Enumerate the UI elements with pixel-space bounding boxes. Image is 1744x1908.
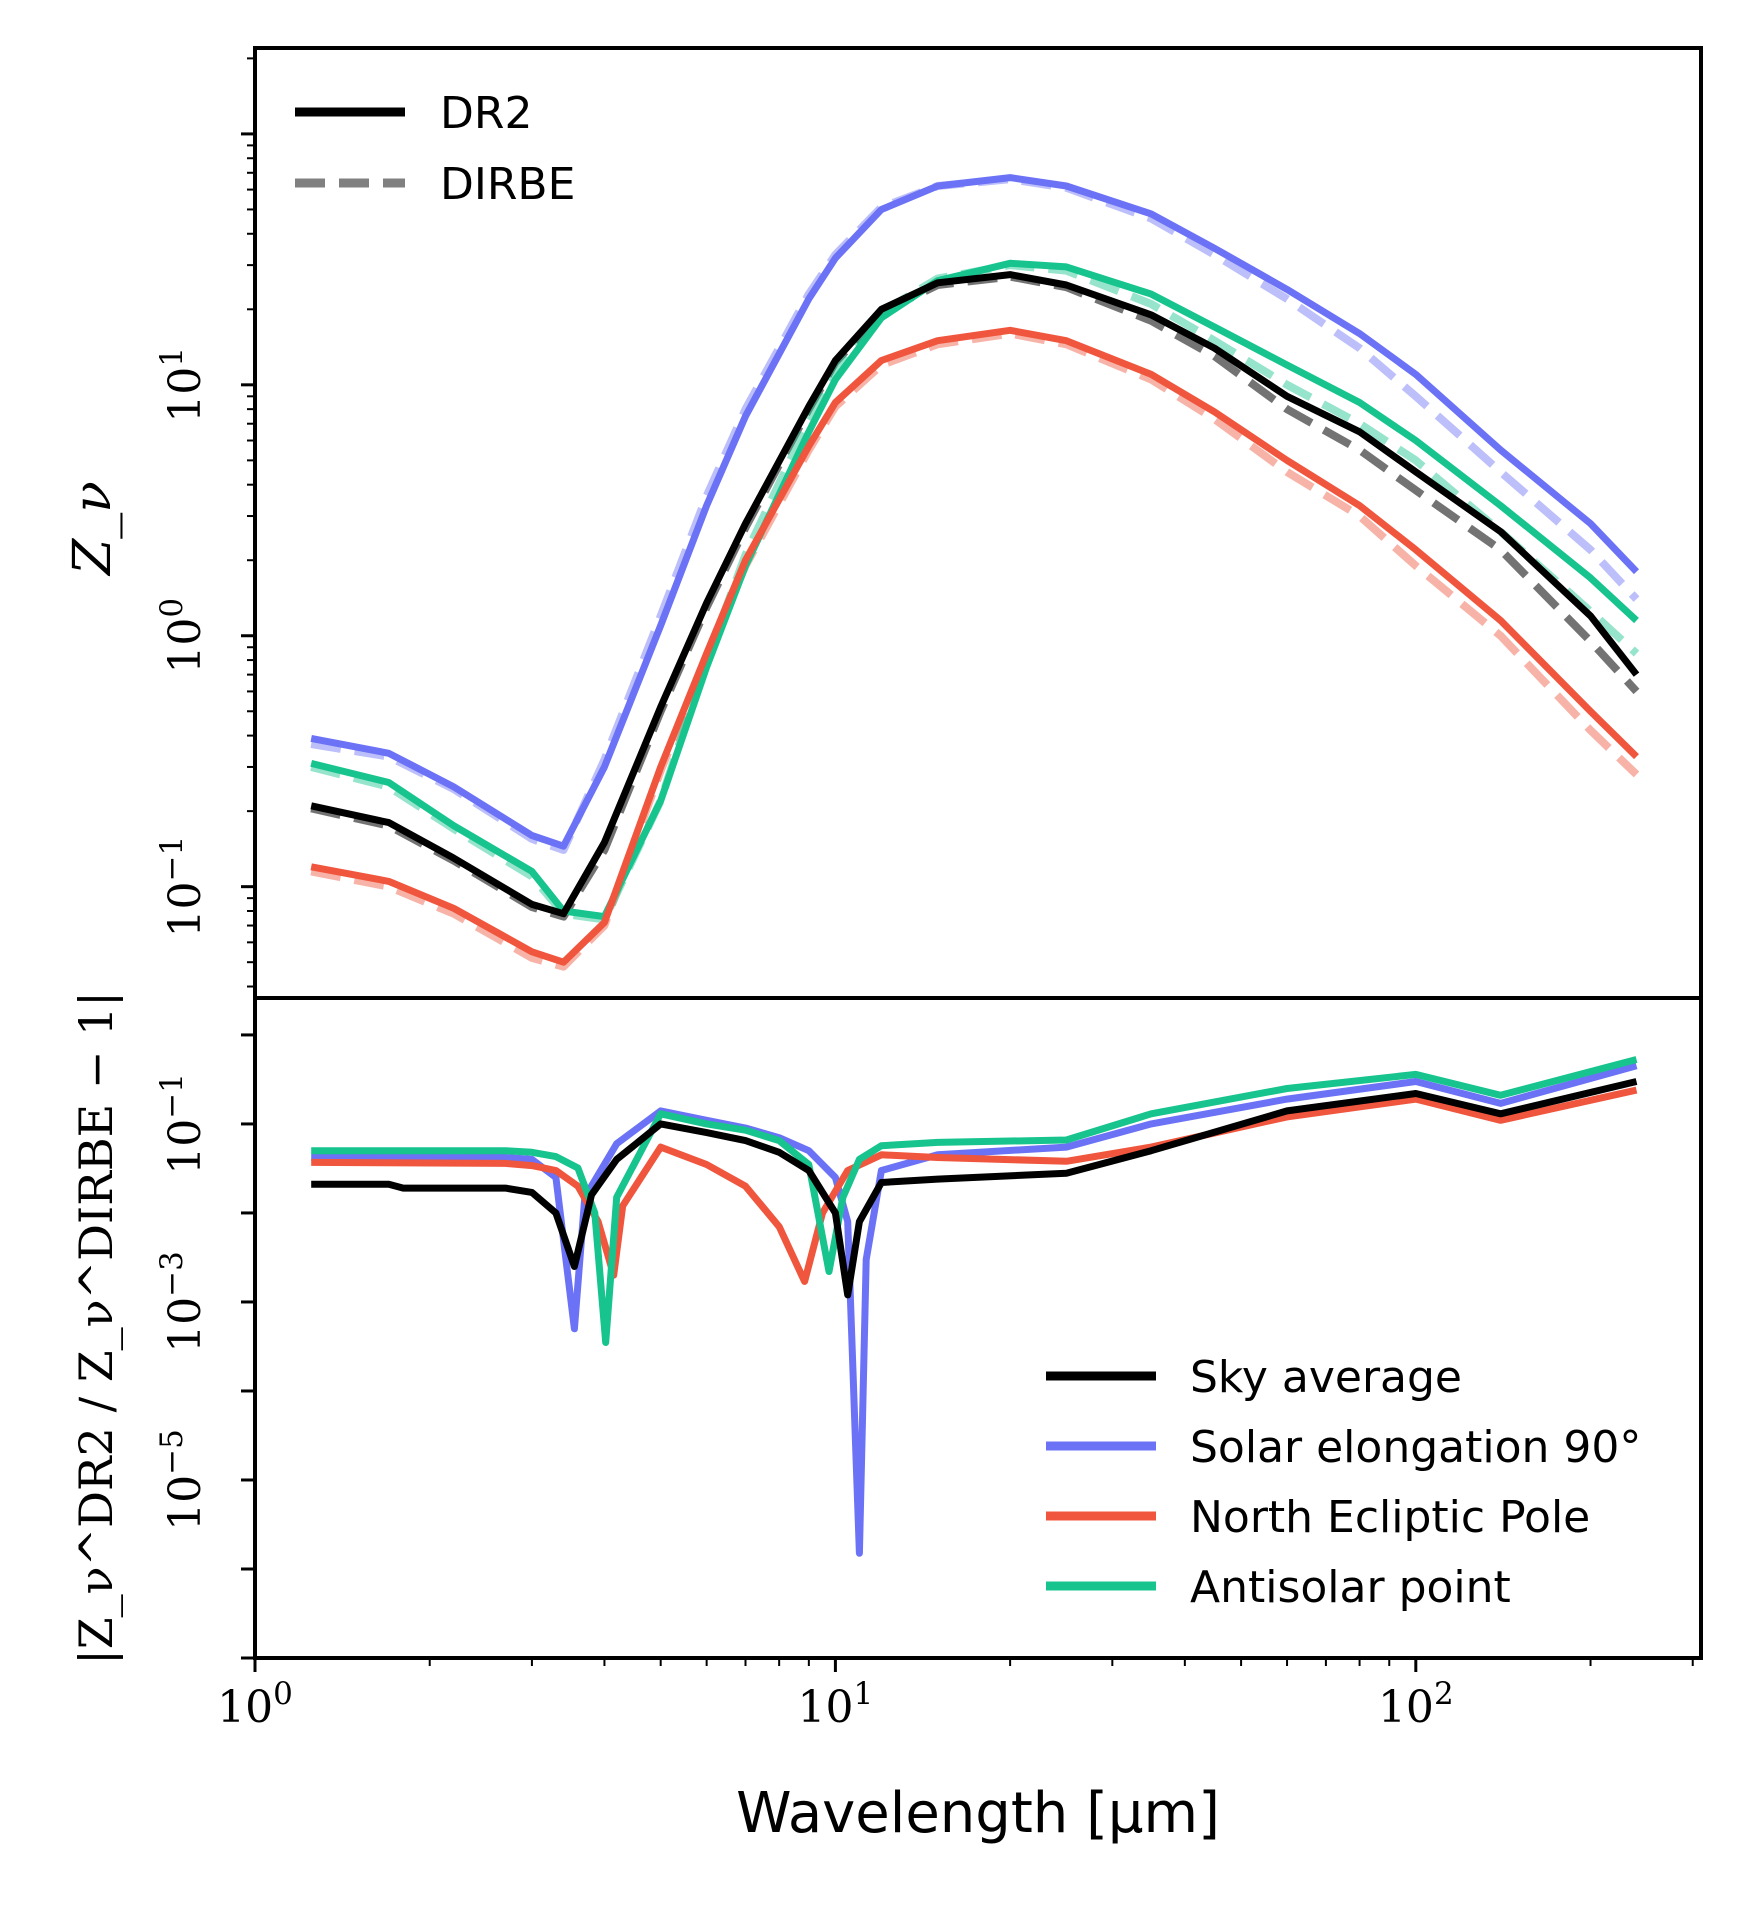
top-y-tick-labels: 10−1 100 101 xyxy=(154,347,211,938)
style-legend: DR2 DIRBE xyxy=(295,88,575,210)
x-axis-label: Wavelength [μm] xyxy=(736,1781,1220,1846)
top-panel: 10−1 100 101 Z_ν DR2 DIRBE xyxy=(63,46,1703,1000)
bottom-y-axis-label: |Z_ν^DR2 / Z_ν^DIRBE − 1| xyxy=(69,991,123,1665)
dr2-line-north-ecliptic-pole xyxy=(310,326,1639,966)
bottom-y-tick-label: 10−3 xyxy=(154,1251,211,1353)
x-tick-label: 101 xyxy=(798,1676,874,1733)
x-tick-label: 100 xyxy=(217,1676,293,1733)
top-y-tick-label: 100 xyxy=(154,598,211,674)
series-legend: Sky average Solar elongation 90° North Ecl… xyxy=(1046,1352,1641,1613)
bottom-y-tick-label: 10−5 xyxy=(154,1429,211,1531)
bottom-plot-lines xyxy=(311,1056,1638,1557)
top-y-axis-label: Z_ν xyxy=(63,481,123,577)
legend-label-dirbe: DIRBE xyxy=(440,159,575,210)
bottom-y-tick-label: 10−1 xyxy=(154,1073,211,1175)
legend-label-antisolar-point: Antisolar point xyxy=(1190,1562,1511,1613)
dirbe-line-north-ecliptic-pole xyxy=(310,329,1640,971)
x-tick-label: 102 xyxy=(1378,1676,1454,1733)
residual-line-sky-average xyxy=(311,1078,1638,1299)
dr2-line-antisolar-point xyxy=(310,259,1639,921)
legend-label-dr2: DR2 xyxy=(440,88,532,139)
legend-label-north-ecliptic-pole: North Ecliptic Pole xyxy=(1190,1492,1590,1543)
dr2-line-sky-average xyxy=(310,271,1640,918)
bottom-axes-frame xyxy=(253,996,1703,1660)
residual-line-solar-elongation-90 xyxy=(311,1062,1638,1557)
legend-label-sky-average: Sky average xyxy=(1190,1352,1462,1403)
residual-line-antisolar-point xyxy=(311,1056,1638,1346)
x-tick-labels: 100 101 102 xyxy=(217,1676,1454,1733)
top-plot-lines xyxy=(310,174,1640,971)
top-y-tick-label: 101 xyxy=(154,347,211,423)
top-y-tick-label: 10−1 xyxy=(154,836,211,938)
bottom-panel: 10−1 10−3 10−5 100 101 102 |Z_ν^DR2 / Z_ν^DI… xyxy=(69,991,1703,1846)
bottom-y-tick-labels: 10−1 10−3 10−5 xyxy=(154,1073,211,1531)
legend-label-solar-elongation-90: Solar elongation 90° xyxy=(1190,1422,1641,1473)
dr2-line-solar-elongation-90 xyxy=(310,174,1640,850)
